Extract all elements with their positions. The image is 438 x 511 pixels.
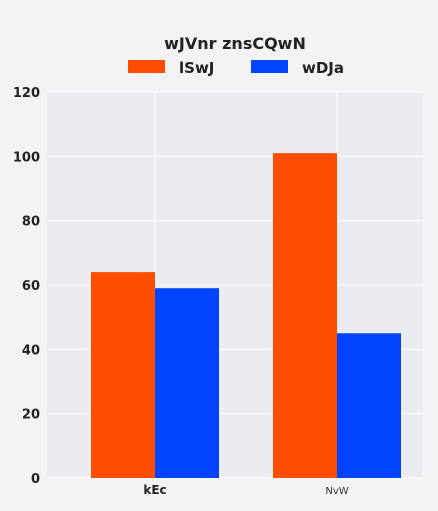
y-tick-label: 0 bbox=[31, 472, 40, 487]
bar-lswj-nvw bbox=[273, 153, 337, 478]
y-tick-label: 20 bbox=[22, 408, 40, 423]
bars bbox=[91, 153, 401, 478]
bar-lswj-kec bbox=[91, 272, 155, 478]
legend-label-lswj: lSwJ bbox=[179, 59, 214, 77]
y-tick-label: 80 bbox=[22, 215, 40, 230]
x-tick-label: NvW bbox=[325, 486, 348, 497]
y-tick-label: 120 bbox=[13, 86, 40, 101]
legend-swatch-wdja bbox=[251, 60, 288, 73]
y-tick-label: 60 bbox=[22, 279, 40, 294]
legend: lSwJ wDJa bbox=[128, 59, 344, 77]
x-axis-ticks: kEc NvW bbox=[143, 483, 348, 497]
bar-wdja-kec bbox=[155, 288, 219, 478]
chart-title: wJVnr znsCQwN bbox=[164, 34, 306, 53]
legend-label-wdja: wDJa bbox=[302, 59, 344, 77]
y-axis-ticks: 0 20 40 60 80 100 120 bbox=[13, 86, 40, 487]
x-tick-label: kEc bbox=[143, 483, 166, 497]
y-tick-label: 100 bbox=[13, 150, 40, 165]
y-tick-label: 40 bbox=[22, 343, 40, 358]
bar-wdja-nvw bbox=[337, 333, 401, 478]
legend-swatch-lswj bbox=[128, 60, 165, 73]
